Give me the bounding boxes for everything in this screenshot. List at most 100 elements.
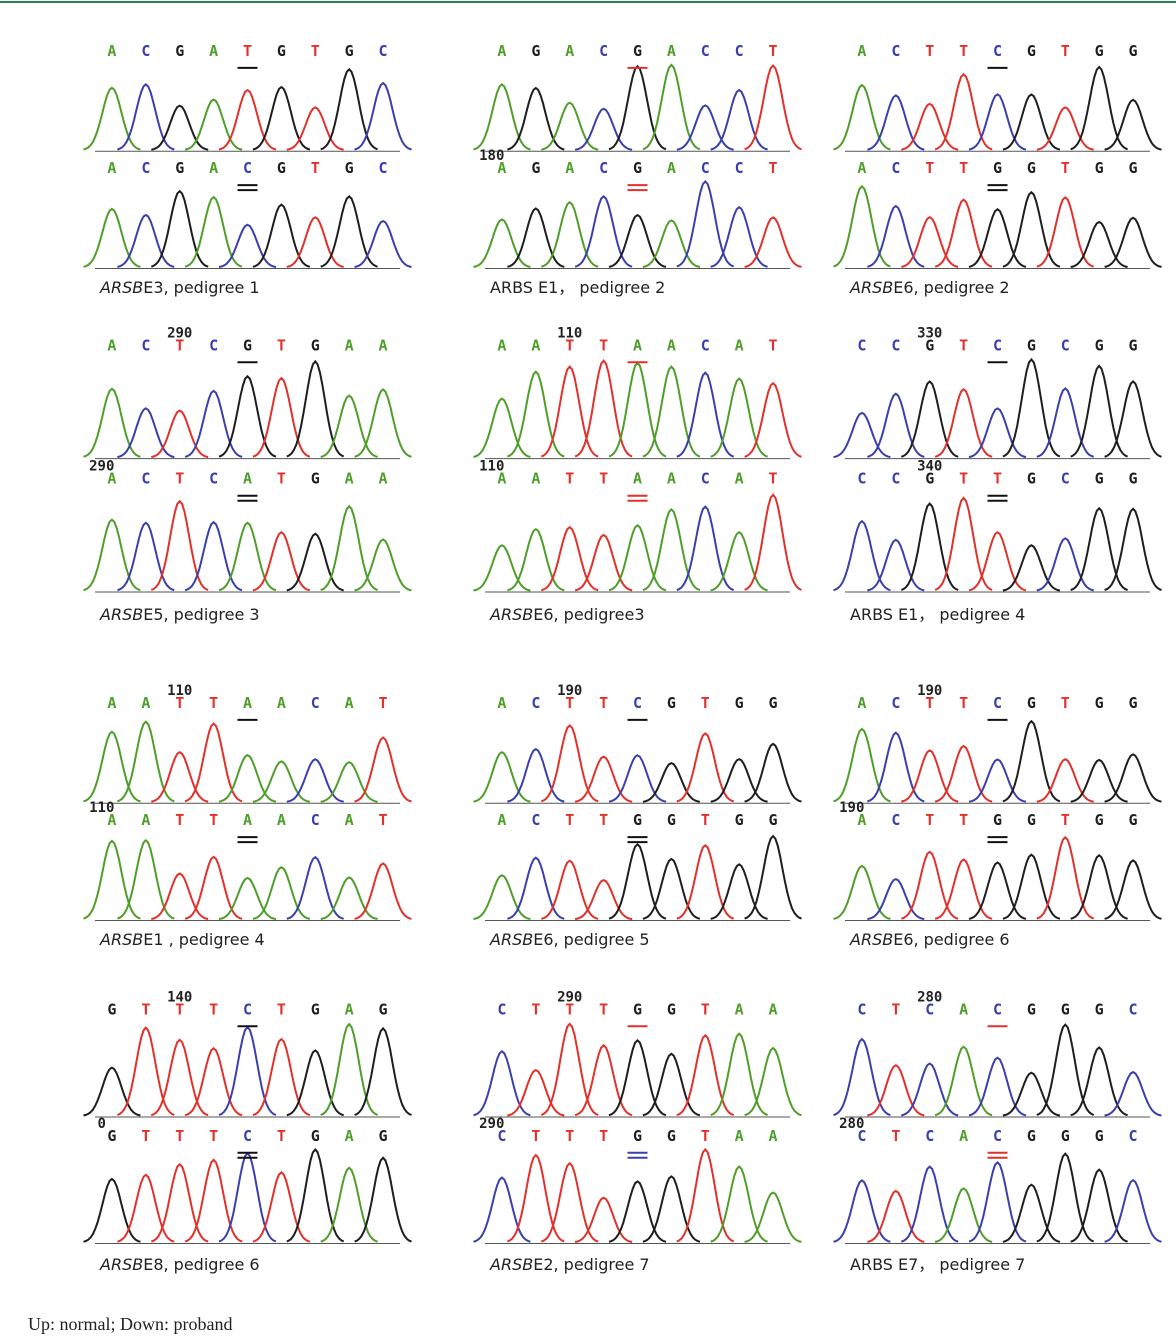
trace-peak [541, 367, 598, 457]
trace-peak [151, 1164, 208, 1241]
position-label: 290 [89, 459, 114, 475]
base-call: G [345, 159, 354, 177]
trace-peak [1105, 1180, 1162, 1242]
caption-part: E3, pedigree 1 [143, 278, 259, 297]
trace-peak [355, 83, 412, 149]
trace-peak [901, 852, 958, 919]
base-call: T [1061, 159, 1070, 177]
base-call: T [891, 1000, 900, 1018]
trace-peak [185, 391, 242, 457]
caption-part: ARSB [99, 278, 143, 297]
base-call: C [891, 42, 900, 60]
base-call: C [141, 336, 150, 354]
trace-peak [117, 84, 174, 149]
base-call: G [1129, 42, 1138, 60]
base-call: G [1061, 1127, 1070, 1145]
base-call: G [1027, 159, 1036, 177]
caption-part: ARSB [99, 605, 143, 624]
base-call: G [1061, 1000, 1070, 1018]
trace-peak [474, 220, 531, 268]
base-call: G [311, 1000, 320, 1018]
trace-peak [969, 1162, 1026, 1241]
base-call: A [857, 42, 866, 60]
base-call: A [735, 336, 744, 354]
base-call: T [277, 1127, 286, 1145]
trace-peak [677, 1035, 734, 1115]
base-call: T [379, 694, 388, 712]
base-call: T [599, 1000, 608, 1018]
base-call: T [701, 694, 710, 712]
trace-peak [185, 197, 242, 267]
trace-peak [185, 724, 242, 802]
trace-peak [321, 506, 378, 590]
base-call: G [1129, 470, 1138, 488]
trace-peak [1037, 837, 1094, 918]
base-call: T [1061, 42, 1070, 60]
trace-peak [834, 729, 891, 801]
base-call: C [993, 1000, 1002, 1018]
base-call: T [277, 1000, 286, 1018]
base-call: T [311, 159, 320, 177]
base-call: G [667, 1000, 676, 1018]
trace-peak [1105, 381, 1162, 456]
base-call: A [345, 470, 354, 488]
trace-peak [745, 1048, 802, 1115]
base-call: T [769, 336, 778, 354]
trace-peak [745, 66, 802, 150]
caption: ARBS E7， pedigree 7 [850, 1255, 1025, 1274]
trace-peak [677, 733, 734, 801]
trace-peak [1105, 218, 1162, 267]
position-label: 110 [89, 800, 114, 816]
trace-peak [151, 501, 208, 590]
base-call: T [959, 811, 968, 829]
base-call: A [243, 694, 252, 712]
trace-peak [575, 109, 632, 150]
base-call: T [769, 159, 778, 177]
base-call: C [1129, 1127, 1138, 1145]
base-call: T [565, 811, 574, 829]
trace-peak [1003, 192, 1060, 266]
trace-peak [834, 1180, 891, 1241]
base-call: G [667, 694, 676, 712]
trace-peak [219, 1027, 276, 1115]
base-call: C [993, 42, 1002, 60]
base-call: G [735, 811, 744, 829]
trace-peak [834, 521, 891, 590]
caption-part: E6, pedigree 2 [893, 278, 1009, 297]
trace-peak [745, 495, 802, 590]
base-call: C [891, 694, 900, 712]
trace-peak [575, 196, 632, 266]
base-call: C [209, 336, 218, 354]
base-call: G [1095, 1127, 1104, 1145]
trace-peak [474, 752, 531, 801]
base-call: G [735, 694, 744, 712]
trace-peak [185, 100, 242, 150]
base-call: A [497, 694, 506, 712]
base-call: T [565, 470, 574, 488]
trace-peak [507, 209, 564, 267]
caption: ARSBE6, pedigree 2 [849, 278, 1010, 297]
caption: ARSBE1 , pedigree 4 [99, 930, 265, 949]
base-call: G [667, 811, 676, 829]
base-call: C [993, 694, 1002, 712]
base-call: A [667, 336, 676, 354]
base-call: G [769, 694, 778, 712]
base-call: T [209, 811, 218, 829]
trace-peak [253, 532, 310, 590]
trace-peak [609, 1181, 666, 1241]
position-label: 140 [167, 989, 192, 1005]
base-call: T [175, 811, 184, 829]
base-call: T [925, 811, 934, 829]
base-call: T [959, 470, 968, 488]
base-call: A [735, 1127, 744, 1145]
base-call: C [379, 42, 388, 60]
trace-peak [575, 361, 632, 457]
trace-peak [474, 1051, 531, 1115]
base-call: G [1129, 694, 1138, 712]
trace-peak [355, 738, 412, 802]
trace-peak [219, 523, 276, 590]
base-call: A [769, 1000, 778, 1018]
base-call: T [311, 42, 320, 60]
base-call: C [497, 1000, 506, 1018]
base-call: T [209, 694, 218, 712]
